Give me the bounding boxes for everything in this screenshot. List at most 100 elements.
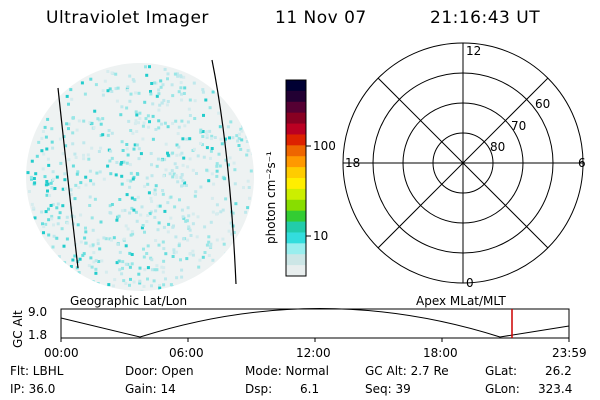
uv-pixel <box>237 137 241 141</box>
uv-pixel <box>126 85 130 89</box>
uv-pixel <box>121 266 124 270</box>
uv-pixel <box>231 211 235 215</box>
dsp-label: Dsp: <box>245 382 273 396</box>
uv-pixel <box>113 278 117 282</box>
uv-pixel <box>182 237 185 241</box>
uv-pixel <box>162 247 166 251</box>
uv-pixel <box>69 188 73 192</box>
uv-pixel <box>107 283 111 287</box>
uv-pixel <box>134 210 138 214</box>
uv-pixel <box>121 260 125 264</box>
uv-pixel <box>138 111 142 115</box>
uv-pixel <box>73 152 77 156</box>
uv-pixel <box>229 221 233 225</box>
uv-pixel <box>169 283 173 287</box>
uv-pixel <box>174 174 178 178</box>
uv-pixel <box>173 162 177 166</box>
uv-pixel <box>135 130 139 133</box>
uv-pixel <box>233 168 237 172</box>
uv-pixel <box>233 182 237 186</box>
uv-pixel <box>176 74 180 78</box>
uv-pixel <box>133 122 137 126</box>
uv-pixel <box>161 240 165 244</box>
uv-pixel <box>201 135 205 138</box>
uv-pixel <box>63 261 67 265</box>
uv-pixel <box>149 196 153 200</box>
colorbar-unit-label: photon cm⁻²s⁻¹ <box>264 151 278 244</box>
uv-pixel <box>156 157 160 161</box>
timeline-right-title: Apex MLat/MLT <box>416 294 506 308</box>
uv-pixel <box>166 201 170 205</box>
uv-pixel <box>112 236 116 240</box>
uv-pixel <box>115 161 119 164</box>
uv-pixel <box>143 184 147 188</box>
uv-pixel <box>115 99 119 103</box>
uv-pixel <box>145 220 149 223</box>
uv-pixel <box>128 99 132 103</box>
uv-pixel <box>154 184 158 188</box>
uv-pixel <box>247 186 251 189</box>
uv-pixel <box>72 215 76 219</box>
uv-pixel <box>142 121 146 125</box>
uv-pixel <box>50 186 54 190</box>
uv-pixel <box>106 89 110 93</box>
uv-pixel <box>143 230 146 234</box>
uv-pixel <box>120 140 124 144</box>
uv-pixel <box>161 192 165 196</box>
uv-pixel <box>65 237 69 241</box>
uv-pixel <box>158 103 162 107</box>
uv-pixel <box>116 215 119 219</box>
uv-pixel <box>120 174 124 178</box>
uv-pixel <box>87 264 91 268</box>
gc-alt-info: GC Alt: 2.7 Re <box>365 364 449 378</box>
instrument-title: Ultraviolet Imager <box>46 8 209 28</box>
colorbar-cell <box>286 123 306 135</box>
uv-pixel <box>88 204 92 207</box>
uv-pixel <box>155 268 159 272</box>
mlt-label-0: 0 <box>466 276 474 290</box>
uv-pixel <box>121 149 125 152</box>
colorbar-cell <box>286 134 306 146</box>
uv-pixel <box>192 147 196 151</box>
uv-pixel <box>164 277 167 281</box>
uv-pixel <box>232 161 236 165</box>
uv-pixel <box>215 174 219 178</box>
uv-pixel <box>191 212 195 216</box>
uv-pixel <box>117 214 121 218</box>
uv-pixel <box>87 157 91 161</box>
uv-pixel <box>186 165 190 169</box>
uv-pixel <box>93 197 97 201</box>
uv-pixel <box>77 186 81 189</box>
uv-pixel <box>130 196 134 200</box>
uv-pixel <box>34 172 38 176</box>
uv-pixel <box>109 211 113 215</box>
uv-pixel <box>41 130 45 133</box>
uv-pixel <box>166 77 169 81</box>
uv-pixel <box>139 152 143 156</box>
uv-pixel <box>178 198 181 202</box>
uv-pixel <box>211 90 215 94</box>
uv-pixel <box>201 255 205 259</box>
uv-pixel <box>118 268 122 272</box>
uv-pixel <box>182 156 186 160</box>
uv-pixel <box>67 127 70 131</box>
uv-pixel <box>171 121 175 125</box>
uv-pixel <box>135 219 139 223</box>
uv-pixel <box>177 242 181 246</box>
uv-pixel <box>104 270 108 274</box>
uv-pixel <box>177 90 181 94</box>
uv-pixel <box>44 183 48 187</box>
uv-pixel <box>77 119 81 123</box>
uv-pixel <box>62 135 66 139</box>
uv-pixel <box>91 280 95 284</box>
uv-pixel <box>102 177 106 181</box>
uv-pixel <box>129 277 132 281</box>
uv-pixel <box>88 244 92 248</box>
uv-pixel <box>232 231 236 234</box>
uv-pixel <box>126 178 130 182</box>
uv-pixel <box>50 217 54 221</box>
uv-pixel <box>82 157 86 161</box>
uv-pixel <box>203 251 207 254</box>
uv-pixel <box>180 173 184 176</box>
uv-pixel <box>146 244 150 248</box>
